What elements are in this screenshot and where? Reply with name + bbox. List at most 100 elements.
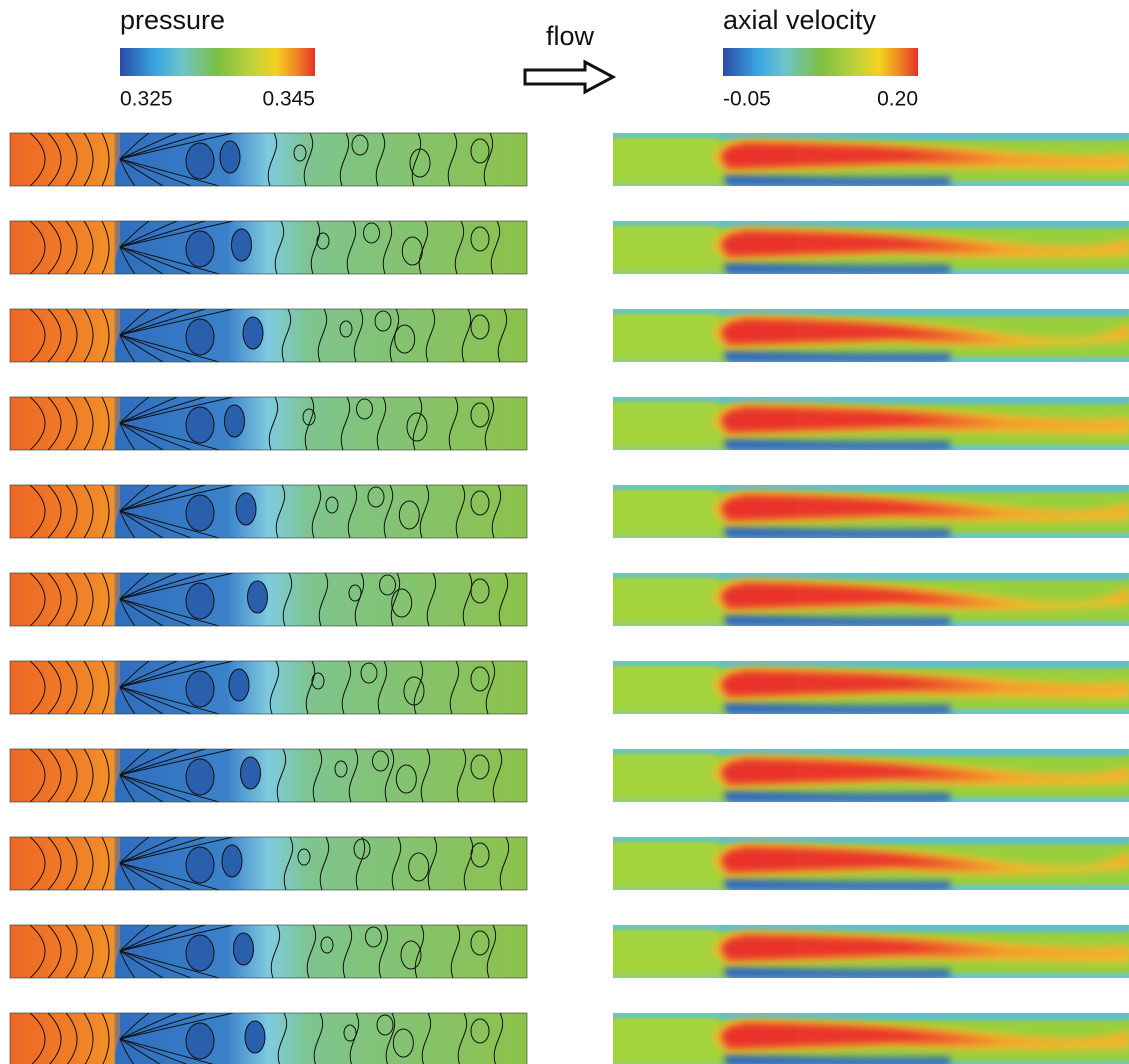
velocity-field — [613, 309, 1129, 362]
velocity-field — [613, 661, 1129, 714]
pressure-panel — [10, 309, 527, 362]
velocity-field — [613, 573, 1129, 626]
pressure-panel — [10, 485, 527, 538]
pressure-panel — [10, 925, 527, 978]
pressure-field — [10, 661, 527, 714]
inlet-region — [613, 755, 730, 802]
figure: pressure 0.325 0.345 flow axial velocity… — [0, 0, 1129, 1064]
inlet-region — [613, 227, 730, 274]
inlet-region — [613, 931, 730, 978]
velocity-panel — [613, 749, 1129, 802]
inlet-region — [613, 315, 730, 362]
contour — [245, 1021, 265, 1053]
velocity-field — [613, 397, 1129, 450]
orange-wedge — [10, 661, 120, 714]
pressure-panel — [10, 133, 527, 186]
contour — [220, 141, 240, 173]
velocity-field — [613, 485, 1129, 538]
velocity-panel — [613, 397, 1129, 450]
velocity-panel — [613, 485, 1129, 538]
low-velocity — [720, 485, 1129, 491]
orange-wedge — [10, 749, 120, 802]
velocity-panel — [613, 837, 1129, 890]
low-velocity — [720, 749, 1129, 755]
pressure-field — [10, 925, 527, 978]
velocity-panel — [613, 925, 1129, 978]
velocity-panel — [613, 1013, 1129, 1064]
contour — [236, 493, 256, 525]
inlet-region — [613, 139, 730, 186]
inlet-region — [613, 491, 730, 538]
contour — [186, 495, 214, 531]
orange-wedge — [10, 925, 120, 978]
orange-wedge — [10, 573, 120, 626]
contour — [186, 583, 214, 619]
colorbar — [723, 48, 918, 76]
contour — [248, 581, 268, 613]
pressure-field — [10, 309, 527, 362]
low-velocity — [720, 837, 1129, 843]
velocity-panel — [613, 309, 1129, 362]
pressure-field — [10, 837, 527, 890]
contour — [186, 1023, 214, 1059]
contour — [186, 759, 214, 795]
orange-wedge — [10, 133, 120, 186]
low-velocity — [720, 925, 1129, 931]
contour — [229, 669, 249, 701]
contour — [243, 317, 263, 349]
orange-wedge — [10, 837, 120, 890]
contour — [222, 845, 242, 877]
velocity-panel — [613, 661, 1129, 714]
velocity-field — [613, 133, 1129, 186]
pressure-field — [10, 573, 527, 626]
pressure-field — [10, 749, 527, 802]
contour — [186, 407, 214, 443]
pressure-field — [10, 485, 527, 538]
pressure-panel — [10, 661, 527, 714]
contour — [232, 229, 252, 261]
contour — [186, 847, 214, 883]
flow-arrow — [525, 62, 613, 92]
inlet-region — [613, 1019, 730, 1064]
low-velocity — [720, 1013, 1129, 1019]
colorbar-max: 0.345 — [262, 88, 315, 111]
orange-wedge — [10, 1013, 120, 1064]
contour — [186, 935, 214, 971]
velocity-field — [613, 749, 1129, 802]
pressure-panel — [10, 1013, 527, 1064]
velocity-panel — [613, 133, 1129, 186]
inlet-region — [613, 667, 730, 714]
pressure-field — [10, 1013, 527, 1064]
low-velocity — [720, 221, 1129, 227]
contour — [234, 933, 254, 965]
orange-wedge — [10, 309, 120, 362]
contour — [241, 757, 261, 789]
colorbar — [120, 48, 315, 76]
velocity-field — [613, 837, 1129, 890]
contour — [225, 405, 245, 437]
velocity-panel — [613, 573, 1129, 626]
inlet-region — [613, 843, 730, 890]
pressure-field — [10, 221, 527, 274]
low-velocity — [720, 661, 1129, 667]
contour — [186, 231, 214, 267]
pressure-panel — [10, 573, 527, 626]
velocity-field — [613, 221, 1129, 274]
colorbar-min: -0.05 — [723, 88, 771, 111]
low-velocity — [720, 309, 1129, 315]
velocity-field — [613, 925, 1129, 978]
pressure-field — [10, 397, 527, 450]
pressure-panel — [10, 749, 527, 802]
orange-wedge — [10, 221, 120, 274]
low-velocity — [720, 397, 1129, 403]
orange-wedge — [10, 485, 120, 538]
flow-label: flow — [546, 21, 595, 51]
contour — [186, 143, 214, 179]
pressure-panel — [10, 397, 527, 450]
colorbar-min: 0.325 — [120, 88, 173, 111]
colorbar-max: 0.20 — [877, 88, 918, 111]
velocity-field — [613, 1013, 1129, 1064]
contour — [186, 319, 214, 355]
inlet-region — [613, 579, 730, 626]
legend-title: axial velocity — [723, 5, 877, 35]
